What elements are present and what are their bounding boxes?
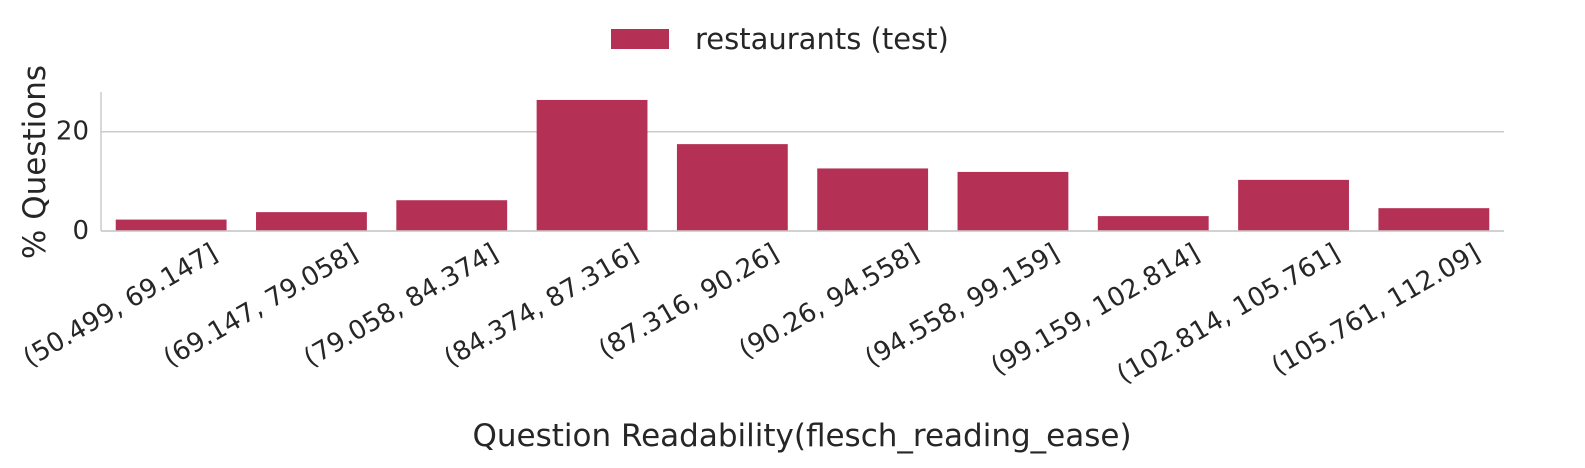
bar [957, 171, 1069, 231]
x-axis-title: Question Readability(flesch_reading_ease… [472, 418, 1131, 454]
y-tick-labels: 0 20 [56, 117, 89, 246]
legend-label: restaurants (test) [695, 22, 949, 56]
bar [1097, 216, 1209, 231]
bar [536, 99, 648, 231]
axes [100, 92, 1504, 232]
bar [1238, 179, 1349, 231]
bar [1378, 208, 1490, 231]
legend-swatch [611, 29, 669, 49]
bar [396, 200, 508, 231]
y-tick-label: 20 [56, 117, 89, 147]
y-tick-label: 0 [72, 216, 89, 246]
bar [817, 168, 929, 231]
y-axis-title: % Questions [17, 65, 53, 259]
x-tick-labels: (50.499, 69.147](69.147, 79.058](79.058,… [18, 238, 1485, 390]
legend: restaurants (test) [611, 22, 949, 56]
bar [256, 212, 367, 231]
x-tick-label: (102.814, 105.761] [1112, 238, 1345, 390]
bars [115, 99, 1490, 231]
bar [676, 144, 788, 231]
bar [115, 219, 227, 231]
